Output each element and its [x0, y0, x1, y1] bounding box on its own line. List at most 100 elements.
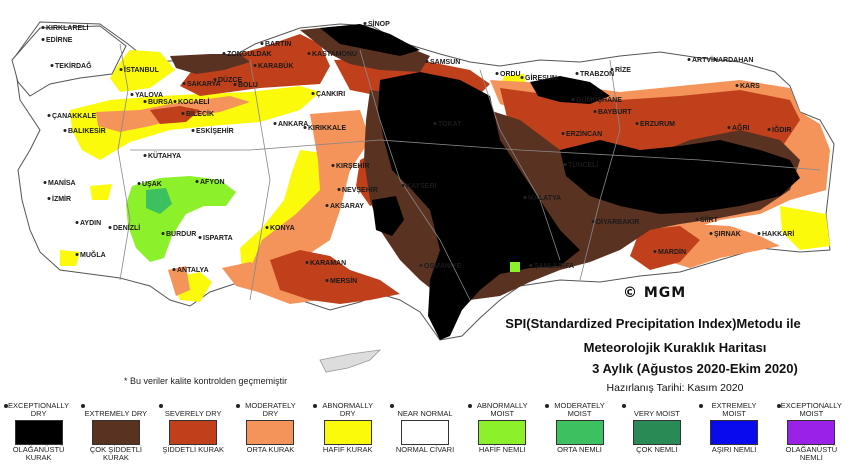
legend-turkish-label: ŞİDDETLİ KURAK [162, 445, 225, 454]
city-marker [47, 114, 51, 117]
city-label: DENİZLİ [113, 224, 140, 232]
city-label: OSMANİYE [424, 262, 462, 270]
legend-bullet [235, 404, 240, 408]
city-marker [253, 64, 257, 67]
legend-english-label: SEVERELY DRY [164, 409, 222, 418]
city-marker [571, 98, 575, 101]
city-marker [337, 188, 341, 191]
city-marker [260, 42, 264, 45]
orange-zone-central [250, 110, 370, 278]
city-label: TRABZON [580, 71, 614, 78]
legend-english-label: EXCEPTIONALLY DRY [8, 401, 70, 418]
city-marker [593, 110, 597, 113]
city-label: ÇANAKKALE [52, 113, 97, 120]
city-marker [687, 58, 691, 61]
city-marker [50, 64, 54, 67]
legend-english-label: VERY MOIST [633, 409, 680, 418]
legend-item: EXTREMELY DRY ÇOK ŞİDDETLİ KURAK [83, 400, 149, 462]
black-zone-northeast [530, 76, 610, 104]
city-label: MALATYA [528, 195, 561, 202]
legend-bullet [81, 404, 86, 408]
orange-zone-hakkari [670, 224, 780, 268]
title-line-4: Hazırlanış Tarihi: Kasım 2020 [606, 382, 744, 394]
legend-item: EXCEPTIONALLY DRY OLAĞANÜSTÜ KURAK [6, 400, 72, 462]
city-marker [172, 268, 176, 271]
legend-item: NEAR NORMAL NORMAL CİVARI [392, 400, 458, 454]
city-marker [433, 122, 437, 125]
city-marker [47, 197, 51, 200]
city-marker [591, 220, 595, 223]
thrace-land [11, 25, 127, 97]
legend-item: MODERATELY MOIST ORTA NEMLİ [547, 400, 613, 454]
city-label: AĞRI [732, 123, 750, 132]
black-zone-central [378, 72, 580, 340]
city-label: BURSA [148, 99, 173, 106]
city-label: MARDİN [658, 248, 686, 256]
city-marker [331, 164, 335, 167]
city-marker [523, 196, 527, 199]
legend-bullet [390, 404, 395, 408]
city-marker [108, 226, 112, 229]
city-marker [41, 38, 45, 41]
city-label: BOLU [238, 82, 258, 89]
city-label: ARTVİN [692, 56, 718, 64]
city-marker [265, 226, 269, 229]
city-label: SAMSUN [430, 59, 460, 66]
city-label: KIRKLARELİ [46, 24, 88, 32]
legend-turkish-label: OLAĞANÜSTÜ KURAK [12, 445, 65, 462]
green-zone-usak-moist [146, 188, 172, 214]
city-label: SAKARYA [187, 81, 221, 88]
city-marker [182, 82, 186, 85]
city-label: ERZİNCAN [566, 130, 602, 138]
city-label: KASTAMONU [312, 51, 357, 58]
city-label: KAYSERİ [406, 182, 437, 190]
city-label: MANİSA [48, 179, 76, 187]
city-marker [233, 83, 237, 86]
city-marker [529, 264, 533, 267]
city-label: KARABÜK [258, 61, 293, 70]
city-label: BİLECİK [186, 110, 214, 118]
city-label: ÇANKIRI [316, 91, 345, 98]
city-marker [273, 122, 277, 125]
city-marker [191, 129, 195, 132]
city-marker [311, 92, 315, 95]
city-label: IĞDIR [772, 125, 791, 134]
yellow-zone-west [90, 184, 112, 200]
city-label: KARS [740, 83, 760, 90]
title-line-1: SPI(Standardized Precipitation Index)Met… [505, 316, 801, 331]
city-marker [195, 180, 199, 183]
city-marker [757, 232, 761, 235]
legend-swatch [632, 420, 681, 445]
red-zone-southeast [630, 226, 700, 270]
city-label: KÜTAHYA [148, 151, 181, 160]
legend-bullet [622, 404, 627, 408]
legend-item: VERY MOIST ÇOK NEMLİ [624, 400, 690, 454]
city-marker [181, 112, 185, 115]
cyprus-land [319, 349, 382, 373]
city-marker [325, 204, 329, 207]
legend-turkish-label: HAFİF KURAK [322, 445, 373, 454]
city-marker [305, 261, 309, 264]
legend-bullet [699, 404, 704, 408]
city-label: ORDU [500, 71, 521, 78]
city-label: TEKİRDAĞ [55, 61, 92, 70]
city-label: SİİRT [700, 216, 719, 224]
city-marker [419, 264, 423, 267]
city-label: AYDIN [80, 220, 101, 227]
legend-swatch [710, 420, 759, 445]
legend: EXCEPTIONALLY DRY OLAĞANÜSTÜ KURAK EXTREME… [0, 400, 850, 475]
city-label: TUNCELİ [568, 161, 598, 169]
legend-turkish-label: OLAĞANÜSTÜ NEMLİ [785, 445, 838, 462]
city-label: ANTALYA [177, 267, 209, 274]
title-line-3: 3 Aylık (Ağustos 2020-Ekim 2020) [592, 361, 798, 376]
legend-bullet [158, 404, 163, 408]
legend-swatch [478, 420, 527, 445]
legend-turkish-label: ÇOK ŞİDDETLİ KURAK [89, 445, 142, 462]
city-label: BAYBURT [598, 109, 632, 116]
legend-item: ABNORMALLY DRY HAFİF KURAK [315, 400, 381, 454]
city-marker [401, 184, 405, 187]
legend-item: SEVERELY DRY ŞİDDETLİ KURAK [160, 400, 226, 454]
city-marker [63, 129, 67, 132]
city-label: DÜZCE [218, 75, 242, 84]
city-marker [363, 22, 367, 25]
